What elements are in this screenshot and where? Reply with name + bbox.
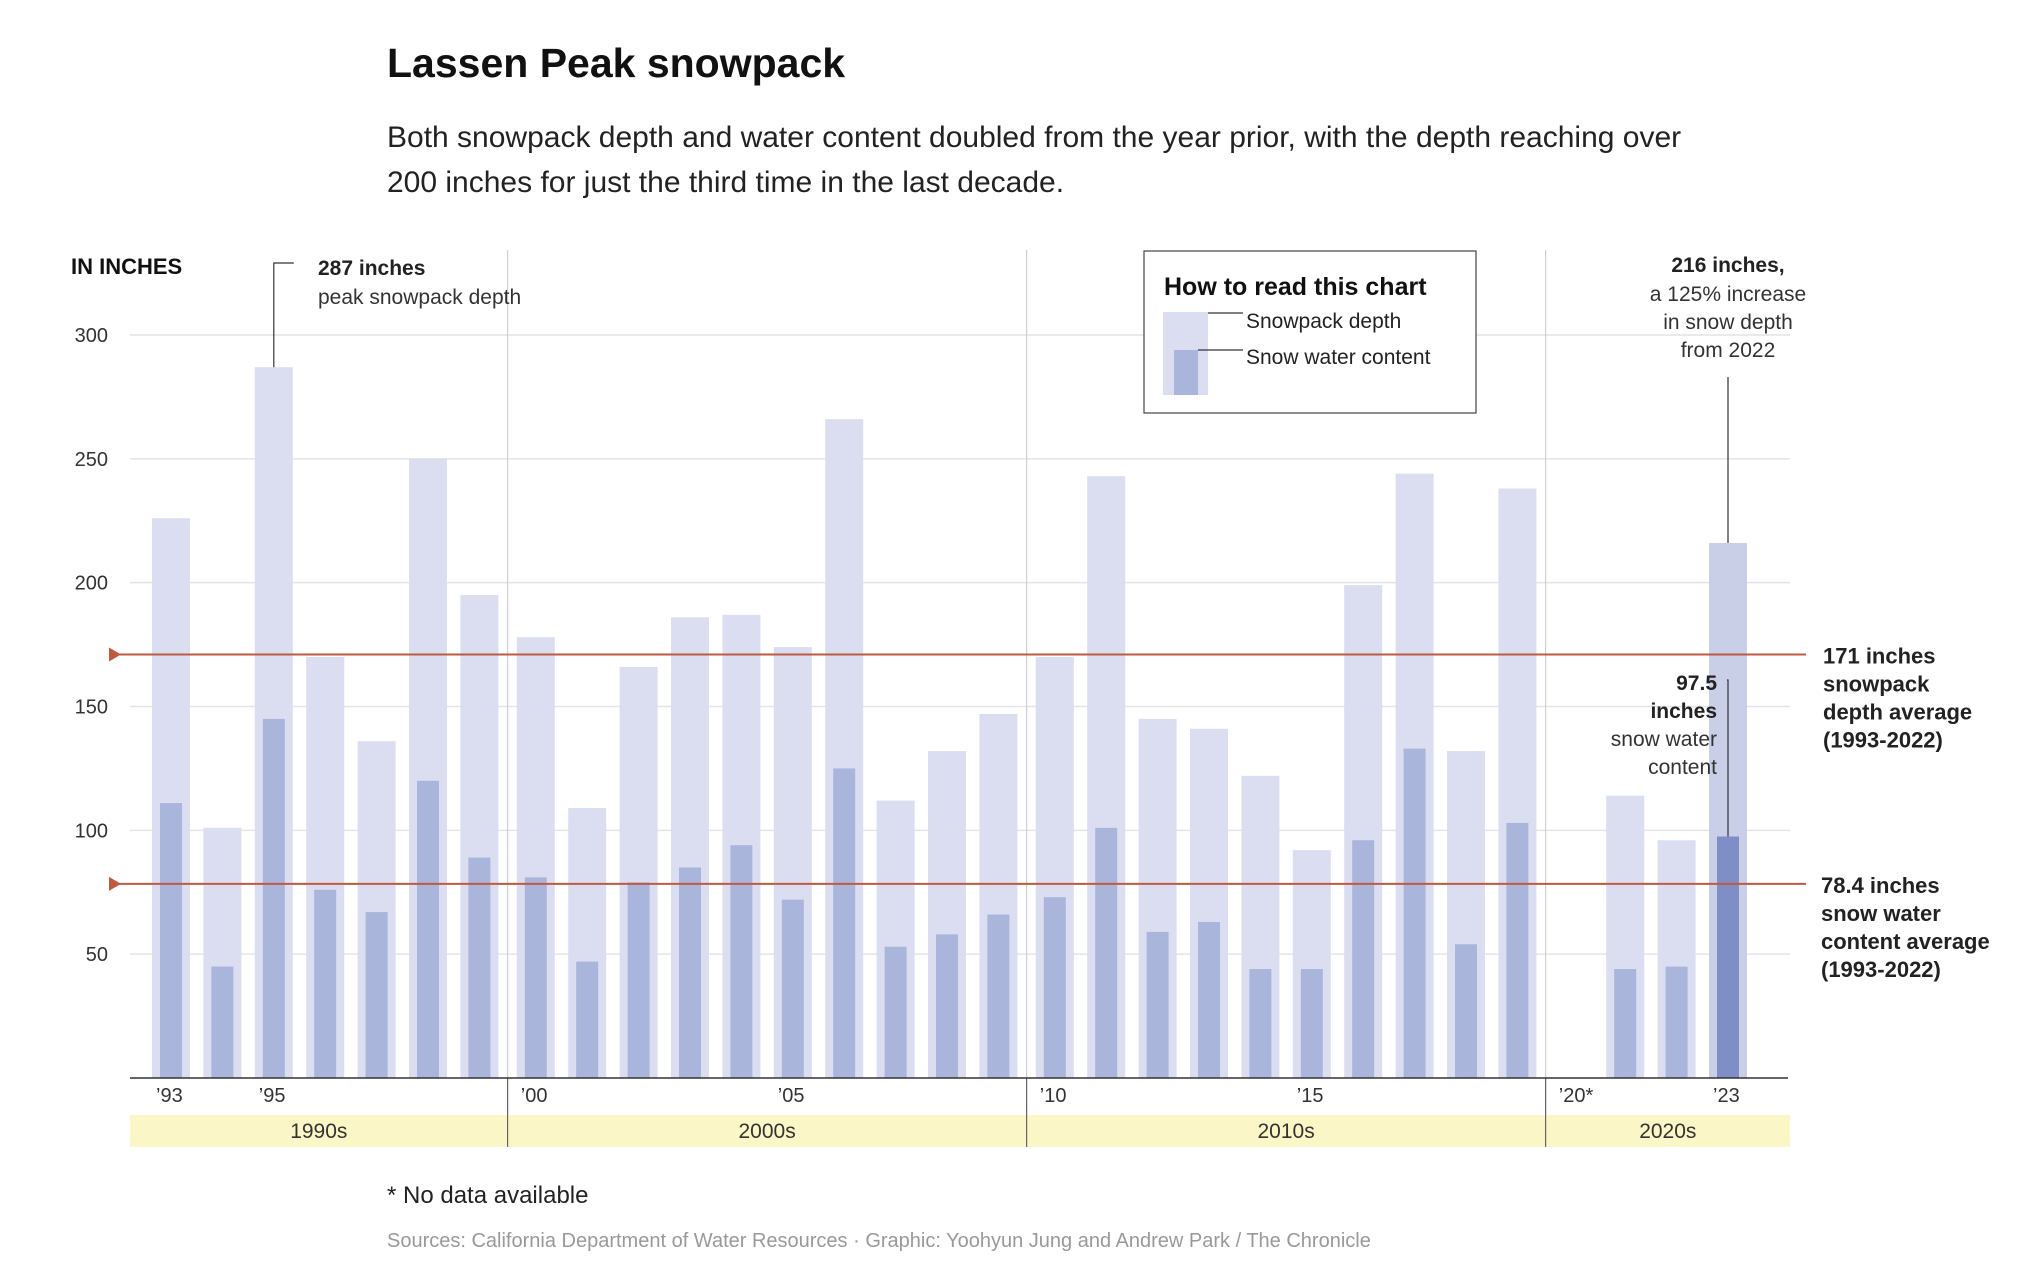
chart-title: Lassen Peak snowpack [387, 40, 846, 86]
latest-depth-annotation-text: a 125% increase [1650, 283, 1806, 306]
chart-subtitle: Both snowpack depth and water content do… [387, 121, 1682, 199]
average-lines: 171 inches snowpack depth average (1993-202… [109, 643, 1990, 982]
x-tick-label: ’15 [1297, 1085, 1324, 1107]
x-tick-label: ’00 [521, 1085, 548, 1107]
legend: How to read this chart Snowpack depth Snow… [1143, 250, 1477, 414]
legend-water-label: Snow water content [1246, 346, 1431, 369]
bar-snow-water-2004 [730, 845, 753, 1078]
bar-snow-water-2007 [884, 946, 907, 1078]
latest-water-annotation-text: snow water [1611, 728, 1717, 751]
average-label: snow water [1821, 901, 1941, 926]
bar-snow-water-2009 [987, 914, 1010, 1078]
average-label: (1993-2022) [1823, 727, 1943, 752]
decade-band [1026, 1115, 1546, 1147]
bar-snow-water-2000 [524, 877, 547, 1078]
y-tick-label: 150 [75, 697, 108, 719]
average-label: snowpack [1823, 671, 1930, 696]
average-marker [109, 647, 121, 662]
bars [152, 367, 1747, 1078]
bar-snow-water-2022 [1665, 966, 1688, 1078]
decade-label: 2010s [1257, 1120, 1314, 1143]
y-tick-label: 300 [75, 325, 108, 347]
peak-leader-line [273, 262, 294, 368]
decade-separators [507, 250, 1547, 1147]
bar-snow-water-2017 [1403, 748, 1426, 1078]
bar-snow-water-2002 [627, 882, 650, 1078]
bar-snow-water-2011 [1095, 827, 1118, 1078]
bar-snow-water-2008 [936, 934, 958, 1078]
bar-snow-water-1996 [314, 889, 337, 1078]
bar-snow-water-1997 [365, 912, 388, 1078]
bar-snow-water-2012 [1146, 931, 1169, 1078]
x-tick-label: ’20* [1559, 1085, 1594, 1107]
decade-label: 1990s [290, 1120, 347, 1143]
bar-snow-water-1999 [468, 857, 491, 1078]
latest-depth-annotation-value: 216 inches, [1671, 254, 1784, 277]
bar-snow-water-1995 [262, 718, 285, 1078]
bar-snow-water-2019 [1506, 822, 1529, 1078]
bar-snow-water-2018 [1455, 944, 1477, 1078]
latest-water-annotation-value: inches [1650, 700, 1717, 723]
peak-annotation-value: 287 inches [318, 257, 425, 280]
average-label: (1993-2022) [1821, 957, 1941, 982]
bar-snow-water-2016 [1352, 840, 1375, 1078]
bar-snow-water-2001 [576, 961, 599, 1078]
legend-depth-label: Snowpack depth [1246, 310, 1401, 333]
y-axis-label: IN INCHES [71, 254, 182, 279]
x-tick-label: ’10 [1040, 1085, 1067, 1107]
y-tick-label: 250 [75, 449, 108, 471]
latest-water-annotation-text: content [1648, 756, 1717, 779]
decade-label: 2020s [1639, 1120, 1696, 1143]
annotations: 287 inches peak snowpack depth 216 inches,… [273, 254, 1806, 837]
latest-water-annotation-value: 97.5 [1676, 672, 1717, 695]
decade-band [130, 1115, 508, 1147]
bar-snow-water-2010 [1043, 897, 1066, 1078]
legend-title: How to read this chart [1164, 273, 1427, 301]
y-tick-label: 200 [75, 573, 108, 595]
x-tick-label: ’05 [778, 1085, 805, 1107]
bar-snow-water-2021 [1614, 969, 1637, 1078]
average-label: content average [1821, 929, 1990, 954]
x-tick-label: ’93 [156, 1085, 183, 1107]
sources-credit: Sources: California Department of Water … [387, 1230, 1371, 1252]
average-marker [109, 876, 121, 891]
latest-depth-annotation-text: from 2022 [1681, 339, 1776, 362]
bar-snow-water-2014 [1249, 969, 1272, 1078]
bar-snow-water-1994 [211, 966, 234, 1078]
y-tick-label: 100 [75, 820, 108, 842]
bar-snow-water-2023 [1717, 836, 1739, 1078]
bar-snow-water-2003 [679, 867, 701, 1078]
decade-band [507, 1115, 1027, 1147]
bar-snow-water-2015 [1300, 969, 1323, 1078]
legend-water-swatch [1174, 350, 1198, 395]
y-tick-label: 50 [86, 944, 108, 966]
x-tick-label: ’23 [1713, 1085, 1740, 1107]
bar-snow-water-2005 [781, 899, 804, 1078]
average-label: 78.4 inches [1821, 873, 1940, 898]
footnote: * No data available [387, 1182, 589, 1209]
average-label: 171 inches [1823, 643, 1936, 668]
bar-snow-water-1993 [160, 803, 182, 1078]
peak-annotation-text: peak snowpack depth [318, 286, 521, 309]
decade-band [1545, 1115, 1790, 1147]
axes: 50 100 150 200 250 300 IN INCHES 1990s 2000s 2010… [71, 254, 1790, 1147]
decade-label: 2000s [738, 1120, 795, 1143]
average-label: depth average [1823, 699, 1972, 724]
bar-snow-water-2013 [1198, 921, 1220, 1078]
latest-depth-annotation-text: in snow depth [1663, 311, 1793, 334]
bar-snow-water-2006 [833, 768, 856, 1078]
latest-water-leader-line [1727, 679, 1729, 837]
x-tick-label: ’95 [259, 1085, 286, 1107]
bar-snow-water-1998 [417, 780, 439, 1078]
